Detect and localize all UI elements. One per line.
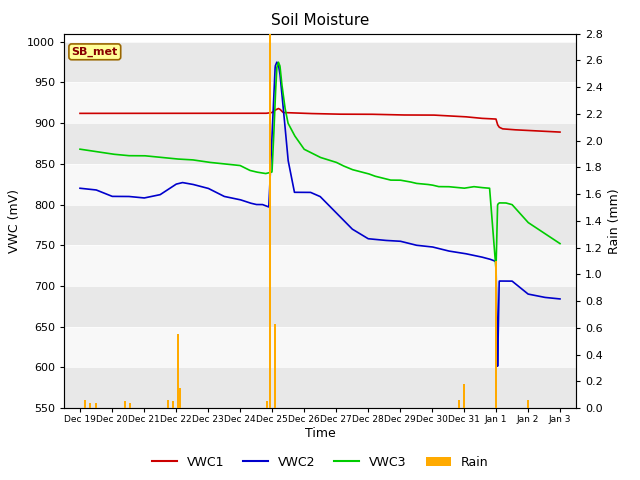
Bar	[124, 401, 125, 408]
Y-axis label: Rain (mm): Rain (mm)	[609, 188, 621, 253]
Bar	[129, 403, 131, 408]
Bar	[64, 367, 576, 408]
Bar	[64, 326, 576, 367]
Bar	[64, 123, 576, 164]
Bar	[269, 34, 271, 408]
Bar	[177, 335, 179, 408]
Bar	[527, 400, 529, 408]
Bar	[88, 403, 91, 408]
Bar	[84, 400, 86, 408]
Bar	[179, 388, 181, 408]
Bar	[495, 261, 497, 408]
Bar	[64, 83, 576, 123]
Bar	[64, 286, 576, 326]
Bar	[266, 401, 268, 408]
Title: Soil Moisture: Soil Moisture	[271, 13, 369, 28]
Bar	[64, 42, 576, 83]
Bar	[463, 384, 465, 408]
Text: SB_met: SB_met	[72, 47, 118, 57]
Bar	[458, 400, 460, 408]
Bar	[95, 403, 97, 408]
Bar	[64, 204, 576, 245]
X-axis label: Time: Time	[305, 427, 335, 440]
Bar	[64, 245, 576, 286]
Legend: VWC1, VWC2, VWC3, Rain: VWC1, VWC2, VWC3, Rain	[147, 451, 493, 474]
Bar	[167, 400, 169, 408]
Bar	[274, 324, 275, 408]
Bar	[64, 164, 576, 204]
Bar	[172, 401, 174, 408]
Y-axis label: VWC (mV): VWC (mV)	[8, 189, 21, 253]
